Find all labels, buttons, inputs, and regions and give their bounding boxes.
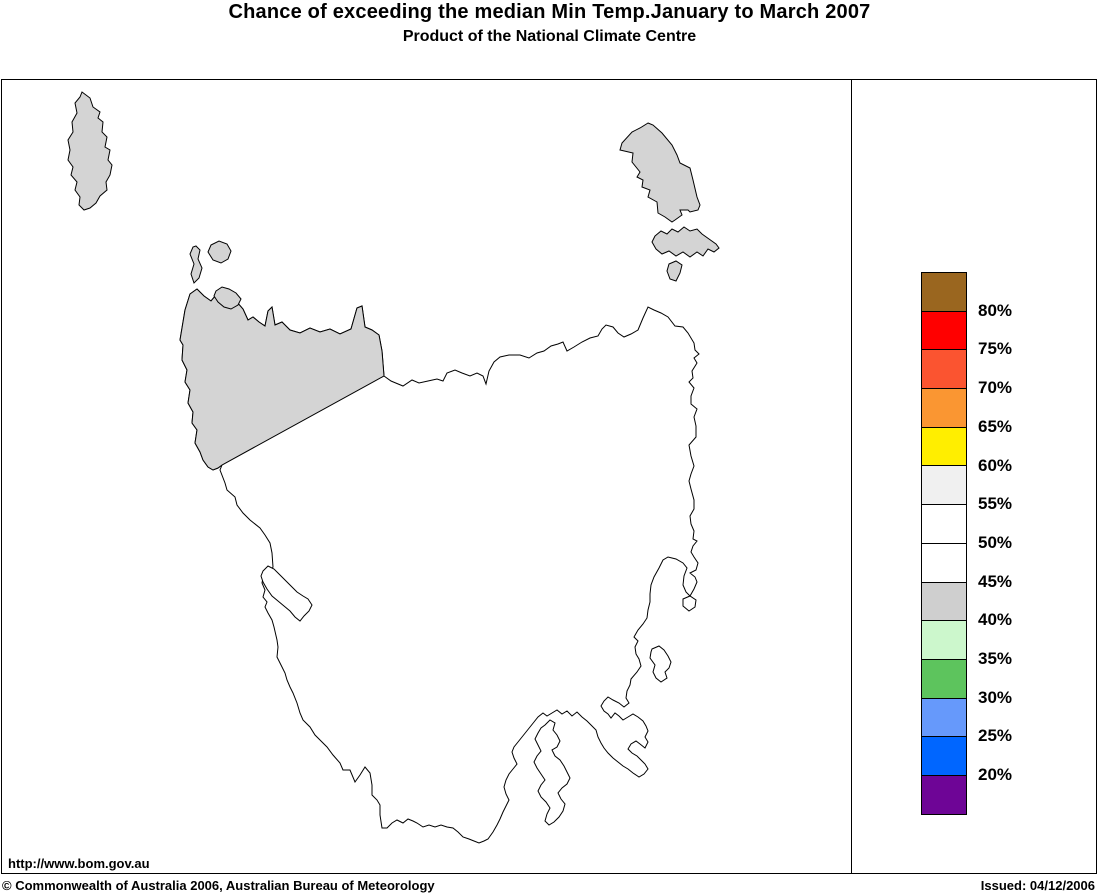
legend-label: 40% [978,610,1013,630]
northwest-band-region [179,288,385,471]
legend-swatch [921,310,967,351]
maria-island [649,645,672,683]
legend-swatch [921,620,967,660]
clarke-island [666,260,683,282]
legend-swatch [921,736,967,776]
macquarie-harbour-outline [260,565,313,622]
legend-label: 80% [978,300,1013,320]
king-island [67,91,113,211]
page-title: Chance of exceeding the median Min Temp.… [228,1,871,23]
legend-swatch [921,658,967,699]
legend-labels: 80% 75% 70% 65% 60% 55% 50% 45% 40% 35% 30% 25% 20% [978,272,1038,832]
legend-label: 60% [978,455,1013,475]
bom-url-label: http://www.bom.gov.au [8,856,150,871]
legend-swatch [921,774,967,815]
legend-label: 70% [978,378,1013,398]
tasmania-map [67,91,720,844]
hunter-island [189,245,203,284]
legend-label: 75% [978,339,1013,359]
schouten-island [682,595,697,612]
legend-swatch [921,465,967,506]
legend-swatch [921,388,967,428]
legend-label: 45% [978,571,1013,591]
legend-label: 50% [978,532,1013,552]
legend-swatch [921,349,967,390]
legend-label: 35% [978,649,1013,668]
copyright-notice: © Commonwealth of Australia 2006, Austra… [2,878,435,893]
legend-label: 25% [978,726,1013,746]
legend-swatch [921,542,967,583]
page-subtitle: Product of the National Climate Centre [402,28,697,45]
legend-swatch [921,426,967,467]
legend-label: 65% [978,416,1013,436]
legend-swatch [921,581,967,622]
tasmania-mainland [179,288,700,844]
legend-label: 30% [978,687,1013,707]
robbins-island [213,286,242,310]
flinders-island [619,122,701,223]
three-hummock-island [207,240,232,264]
legend-divider-line [851,80,852,873]
cape-barren-island [651,226,720,258]
bruny-island [533,719,571,826]
legend-colorbar [921,272,967,815]
legend-swatch [921,697,967,738]
map-frame: http://www.bom.gov.au [1,79,1097,874]
legend-swatch [921,504,967,544]
legend-label: 20% [978,765,1013,785]
legend-label: 55% [978,494,1013,514]
issued-date: Issued: 04/12/2006 [980,878,1095,893]
legend-swatch [921,272,967,312]
